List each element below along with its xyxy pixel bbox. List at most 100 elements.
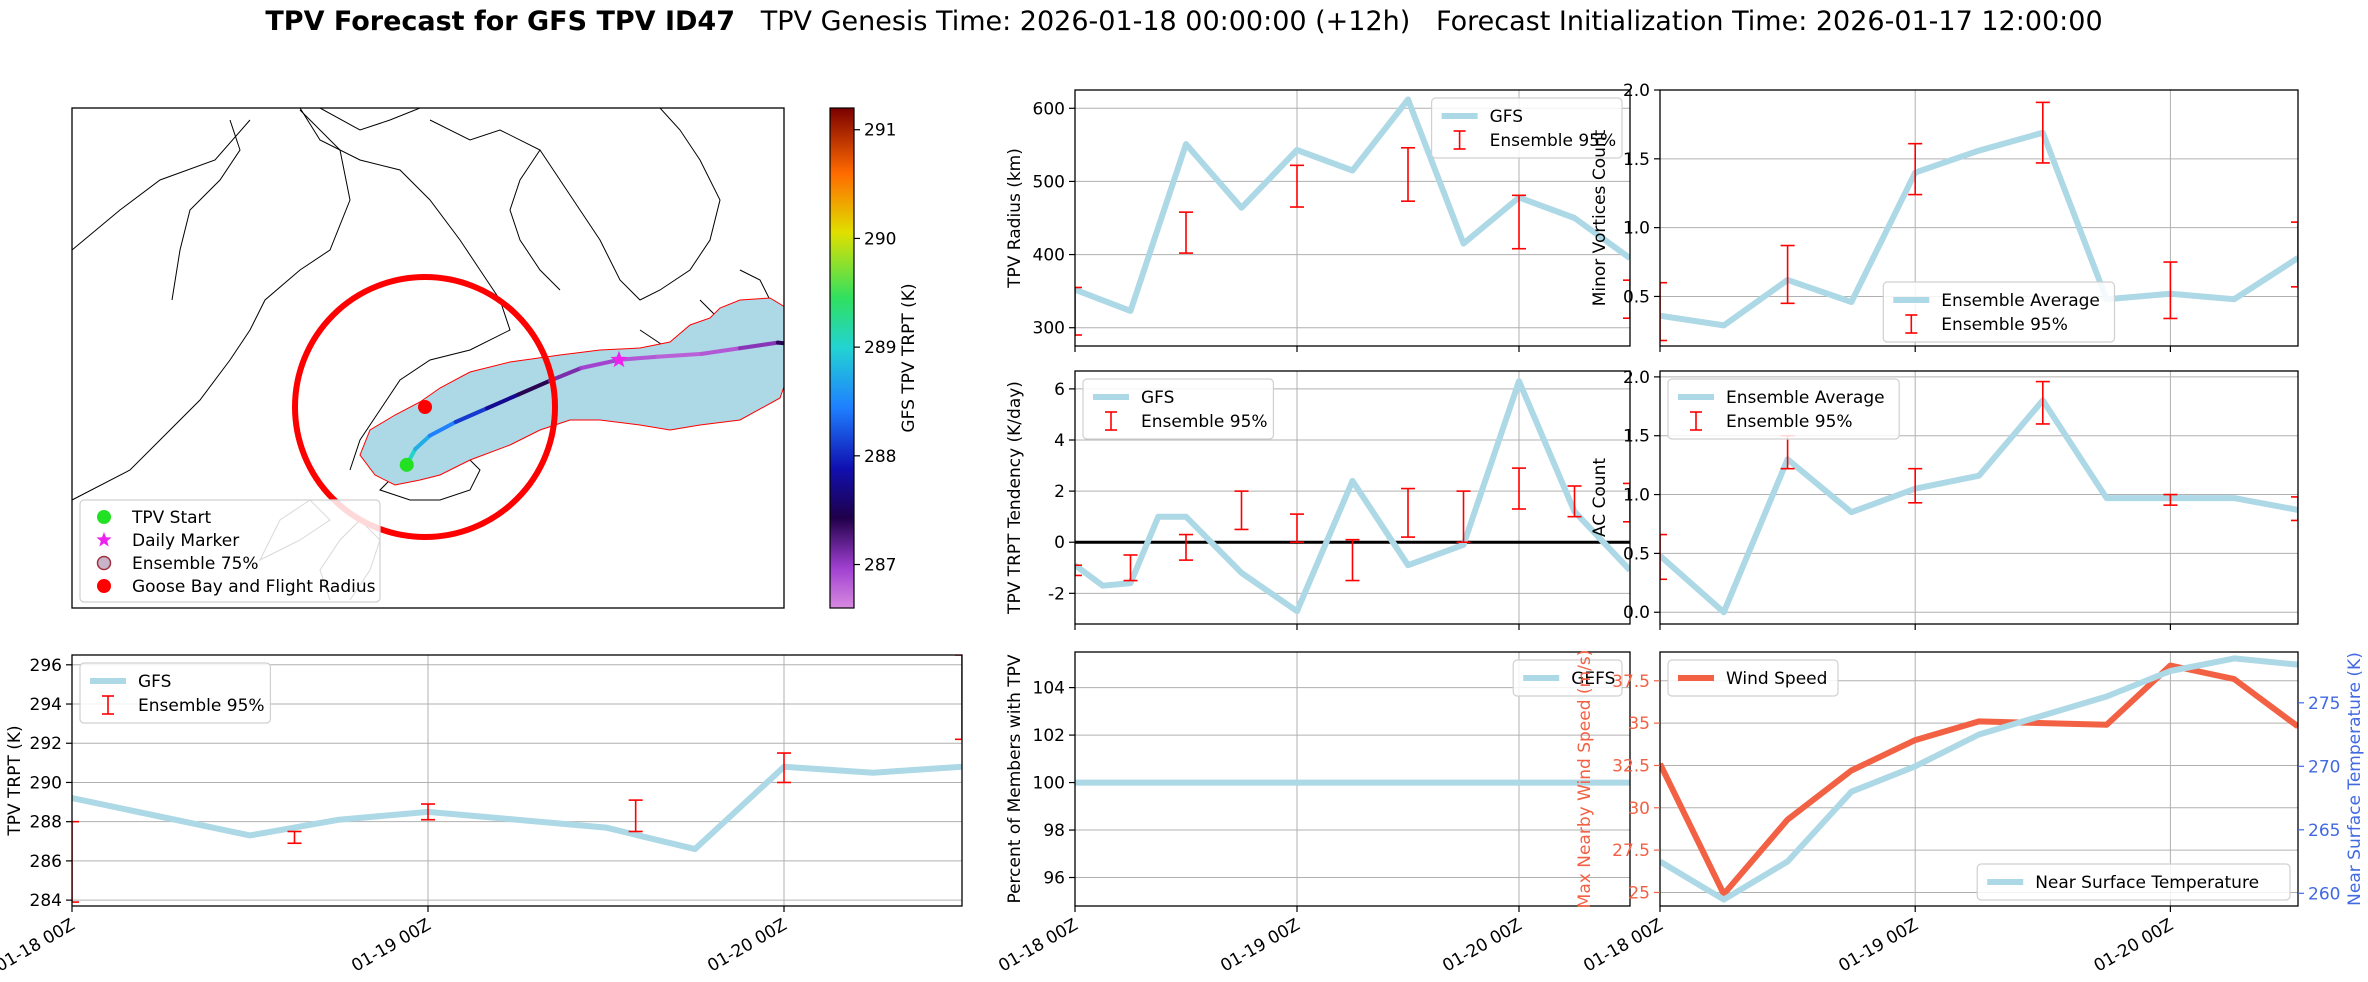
x-tick-label: 01-19 00Z	[348, 915, 434, 976]
axes-frame	[71, 654, 963, 907]
y-tick-label-right: 265	[2308, 821, 2340, 841]
track-segment	[427, 420, 458, 438]
x-tick-label: 01-20 00Z	[704, 915, 790, 976]
legend-entry: Ensemble 95%	[1141, 412, 1268, 432]
tpv-start-marker	[399, 457, 414, 472]
y-tick-label: 0.5	[1623, 544, 1650, 564]
legend: GFS Ensemble 95%	[79, 662, 271, 724]
y-tick-label: 500	[1033, 172, 1065, 192]
legend-frame	[79, 662, 271, 724]
y-tick-label: 0	[1054, 533, 1065, 553]
track-segment	[516, 378, 552, 397]
legend-entry: Ensemble 95%	[138, 696, 265, 716]
series-line-main	[1075, 378, 1630, 615]
y-tick-label: 292	[30, 734, 62, 754]
y-tick-label: 102	[1033, 726, 1065, 746]
y-tick-label: 400	[1033, 246, 1065, 266]
y-tick-label-right: 275	[2308, 694, 2340, 714]
legend-frame	[1667, 378, 1900, 440]
panel-minor: 0.5 1.0 1.5 2.0 Minor Vortices Count Ensemble…	[1590, 81, 2299, 352]
legend-frame	[1882, 281, 2116, 343]
plot-area	[1660, 380, 2298, 616]
legend-entry: Daily Marker	[132, 531, 239, 551]
map-frame	[71, 107, 785, 609]
series-line-main	[1660, 129, 2298, 329]
legend-frame	[1430, 97, 1623, 159]
track-segment	[775, 340, 784, 346]
coastline	[429, 108, 721, 301]
legend-swatch-start	[97, 510, 111, 524]
y-tick-label: 294	[30, 695, 62, 715]
x-tick-label: 01-19 00Z	[1217, 915, 1303, 976]
axes-frame	[1659, 651, 2299, 907]
legend: Ensemble Average Ensemble 95%	[1882, 281, 2116, 343]
y-tick-label-right: 260	[2308, 884, 2340, 904]
x-tick-label: 01-19 00Z	[1835, 915, 1921, 976]
y-tick-label: 100	[1033, 774, 1065, 794]
goose-bay-marker	[418, 400, 432, 414]
y-tick-label: 0.5	[1623, 287, 1650, 307]
x-tick-label: 01-20 00Z	[2091, 915, 2177, 976]
panel-wind: 25 27.5 30 32.5 35 37.5 Max Nearby Wind Speed …	[1575, 650, 2365, 977]
legend-entry: Ensemble 75%	[132, 554, 259, 574]
axes-frame	[1074, 89, 1631, 347]
track-segment	[655, 351, 704, 359]
coastline	[319, 108, 421, 131]
y-tick-label: 1.0	[1623, 219, 1650, 239]
y-tick-label: 32.5	[1612, 756, 1650, 776]
figure-title-rest: TPV Genesis Time: 2026-01-18 00:00:00 (+…	[735, 6, 2103, 37]
plot-area	[1075, 378, 1630, 615]
panel-tendency: -2 0 2 4 6 TPV TRPT Tendency (K/day) GFS Ensemb…	[1005, 370, 1631, 630]
y-tick-label: 0.0	[1623, 603, 1650, 623]
axes-frame	[1074, 370, 1631, 625]
colorbar: 287 288 289 290 291 GFS TPV TRPT (K)	[829, 107, 919, 609]
y-tick-label: 290	[30, 773, 62, 793]
y-tick-label: 2.0	[1623, 368, 1650, 388]
y-tick-label: 6	[1054, 380, 1065, 400]
y-axis-label: TPV TRPT (K)	[5, 725, 25, 836]
colorbar-tick-label: 287	[864, 556, 896, 576]
legend: GFS Ensemble 95%	[1082, 378, 1274, 440]
axes-frame	[1074, 651, 1631, 907]
track-segment	[737, 340, 780, 351]
y-axis-label-right: Near Surface Temperature (K)	[2345, 652, 2365, 906]
axes-frame	[1659, 89, 2299, 347]
legend-frame	[1976, 863, 2291, 901]
legend-right: Near Surface Temperature	[1976, 863, 2291, 901]
y-tick-label: 284	[30, 891, 62, 911]
legend-entry: TPV Start	[131, 508, 212, 528]
flight-radius-circle	[292, 274, 558, 540]
y-tick-label: 1.5	[1623, 150, 1650, 170]
panel-radius: 300 400 500 600 TPV Radius (km) GFS Ensemble 9…	[1005, 89, 1631, 352]
y-axis-label: AC Count	[1590, 458, 1610, 537]
y-tick-label: 30	[1628, 799, 1650, 819]
track-segment	[616, 354, 660, 362]
legend-entry: Near Surface Temperature	[2035, 873, 2259, 893]
legend-swatch-goose-bay	[97, 579, 111, 593]
colorbar-tick-label: 291	[864, 121, 896, 141]
figure-title: TPV Forecast for GFS TPV ID47 TPV Genesi…	[0, 6, 2368, 37]
track-segment	[863, 297, 865, 316]
coastline	[72, 119, 251, 251]
legend-entry: GFS	[1490, 107, 1523, 127]
colorbar-label: GFS TPV TRPT (K)	[899, 283, 919, 432]
y-tick-label: 2.0	[1623, 81, 1650, 101]
x-tick-label: 01-18 00Z	[995, 915, 1081, 976]
legend-entry: Ensemble Average	[1941, 291, 2100, 311]
legend-frame	[1512, 659, 1623, 697]
y-tick-label: -2	[1048, 584, 1065, 604]
ensemble-75-envelope	[359, 297, 784, 486]
colorbar-tick-label: 289	[864, 338, 896, 358]
daily-marker	[610, 350, 628, 368]
y-tick-label: 104	[1033, 679, 1065, 699]
track-segment	[699, 346, 742, 356]
y-tick-label: 96	[1043, 869, 1065, 889]
x-tick-label: 01-20 00Z	[1439, 915, 1525, 976]
legend-entry: GFS	[1141, 388, 1174, 408]
y-tick-label: 25	[1628, 883, 1650, 903]
y-tick-label: 35	[1628, 714, 1650, 734]
coastline	[72, 109, 351, 501]
x-tick-label: 01-18 00Z	[0, 915, 79, 976]
y-tick-label: 286	[30, 852, 62, 872]
